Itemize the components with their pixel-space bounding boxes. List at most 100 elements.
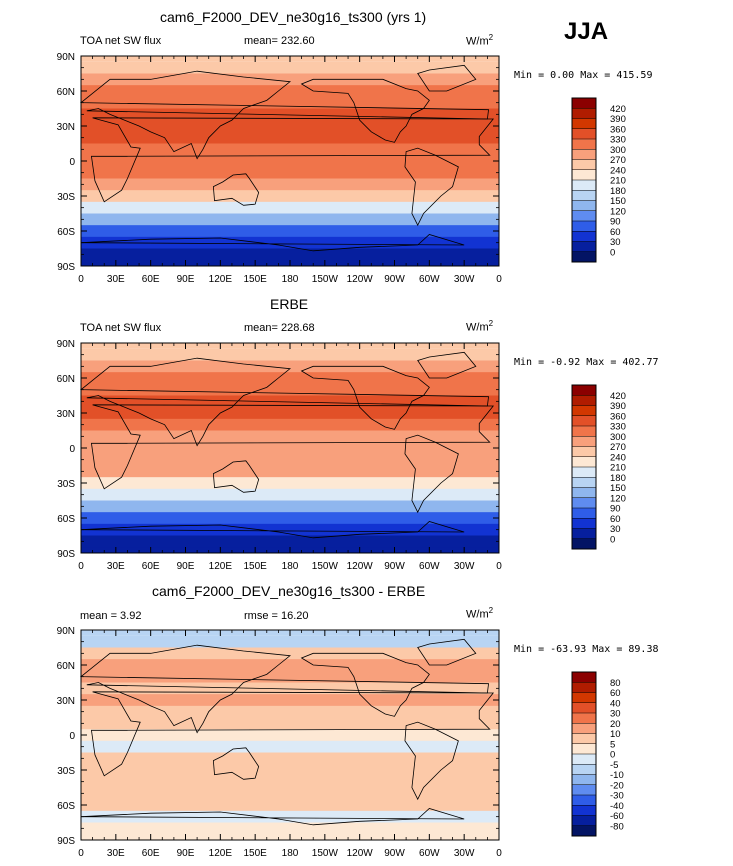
lat-tick-label: 60S	[57, 227, 75, 238]
zonal-band	[81, 155, 499, 168]
lat-tick-label: 30N	[57, 696, 75, 707]
lon-tick-label: 90E	[177, 561, 195, 572]
lon-tick-label: 150E	[243, 274, 267, 285]
colorbar-swatch	[572, 231, 596, 242]
colorbar-swatch	[572, 180, 596, 191]
colorbar-swatch	[572, 795, 596, 806]
colorbar-label: 300	[610, 432, 626, 443]
colorbar-label: 270	[610, 155, 626, 166]
panel-3-map: 0 30E 60E 90E 120E 150E 180 150W 120W 90W 60W 30W 09…	[57, 626, 503, 859]
lon-tick-label: 120E	[209, 561, 233, 572]
zonal-band	[81, 740, 499, 753]
zonal-band	[81, 348, 499, 361]
colorbar-label: 30	[610, 524, 621, 535]
zonal-band	[81, 787, 499, 800]
colorbar-label: 360	[610, 124, 626, 135]
panel-1-mean-label: mean= 232.60	[244, 35, 315, 47]
colorbar-swatch	[572, 713, 596, 724]
colorbar-label: 330	[610, 422, 626, 433]
zonal-band	[81, 764, 499, 777]
lon-tick-label: 60E	[142, 274, 160, 285]
colorbar-label: 240	[610, 165, 626, 176]
colorbar-swatch	[572, 508, 596, 519]
lon-tick-label: 150E	[243, 561, 267, 572]
lon-tick-label: 30W	[454, 848, 475, 859]
lon-tick-label: 0	[496, 561, 502, 572]
lat-tick-label: 30S	[57, 192, 75, 203]
coastline	[417, 351, 477, 379]
colorbar-swatch	[572, 784, 596, 796]
zonal-band	[81, 659, 499, 672]
lat-tick-label: 60N	[57, 374, 75, 385]
colorbar-label: 240	[610, 452, 626, 463]
colorbar-label: 150	[610, 483, 626, 494]
panel-1-units: W/m2	[466, 33, 494, 48]
colorbar-swatch	[572, 108, 596, 119]
lat-tick-label: 60N	[57, 661, 75, 672]
lat-tick-label: 30N	[57, 122, 75, 133]
zonal-band	[81, 512, 499, 525]
lat-tick-label: 90S	[57, 549, 75, 560]
lat-tick-label: 60S	[57, 514, 75, 525]
lon-tick-label: 120E	[209, 848, 233, 859]
lon-tick-label: 30E	[107, 561, 125, 572]
zonal-band	[81, 166, 499, 179]
season-label: JJA	[564, 18, 609, 45]
lon-tick-label: 150E	[243, 848, 267, 859]
colorbar-swatch	[572, 241, 596, 253]
coastline	[212, 173, 260, 206]
coastline	[90, 691, 495, 777]
zonal-band	[81, 407, 499, 420]
lat-tick-label: 90N	[57, 339, 75, 350]
colorbar-swatch	[572, 210, 596, 222]
zonal-band	[81, 248, 499, 261]
lat-tick-label: 30S	[57, 479, 75, 490]
coastline	[90, 404, 495, 490]
colorbar-label: -60	[610, 811, 624, 822]
coastline	[417, 64, 477, 92]
panel-2-units: W/m2	[466, 319, 494, 334]
zonal-band	[81, 799, 499, 812]
zonal-band	[81, 383, 499, 396]
colorbar-swatch	[572, 733, 596, 745]
colorbar-swatch	[572, 774, 596, 786]
lat-tick-label: 90S	[57, 262, 75, 273]
colorbar-label: 40	[610, 698, 621, 709]
colorbar-swatch	[572, 497, 596, 509]
zonal-band	[81, 201, 499, 214]
zonal-band	[81, 535, 499, 548]
panel-1-minmax: Min = 0.00 Max = 415.59	[514, 70, 653, 81]
coastline	[79, 644, 490, 734]
lat-tick-label: 30N	[57, 409, 75, 420]
panel-2-title: ERBE	[270, 296, 309, 312]
colorbar-label: -80	[610, 821, 624, 832]
zonal-band	[81, 822, 499, 835]
zonal-band	[81, 213, 499, 226]
lon-tick-label: 120W	[347, 848, 374, 859]
colorbar-label: 0	[610, 247, 615, 258]
colorbar-swatch	[572, 251, 596, 263]
lon-tick-label: 120W	[347, 274, 374, 285]
coastline	[404, 147, 459, 227]
colorbar-swatch	[572, 98, 596, 109]
zonal-band	[81, 694, 499, 707]
coastline	[80, 521, 465, 539]
lon-tick-label: 60W	[419, 561, 440, 572]
coastline	[417, 638, 477, 666]
zonal-band	[81, 430, 499, 443]
zonal-band	[81, 190, 499, 203]
colorbar-swatch	[572, 456, 596, 468]
lon-tick-label: 60W	[419, 848, 440, 859]
panel-3-minmax: Min = -63.93 Max = 89.38	[514, 644, 659, 655]
colorbar-swatch	[572, 169, 596, 181]
coastline	[79, 357, 490, 447]
lon-tick-label: 0	[78, 274, 84, 285]
colorbar-swatch	[572, 139, 596, 150]
zonal-band	[81, 647, 499, 660]
panel-1-map: 0 30E 60E 90E 120E 150E 180 150W 120W 90W 60W 30W 09…	[57, 52, 503, 285]
colorbar-label: 180	[610, 473, 626, 484]
panel-3-units: W/m2	[466, 606, 494, 621]
